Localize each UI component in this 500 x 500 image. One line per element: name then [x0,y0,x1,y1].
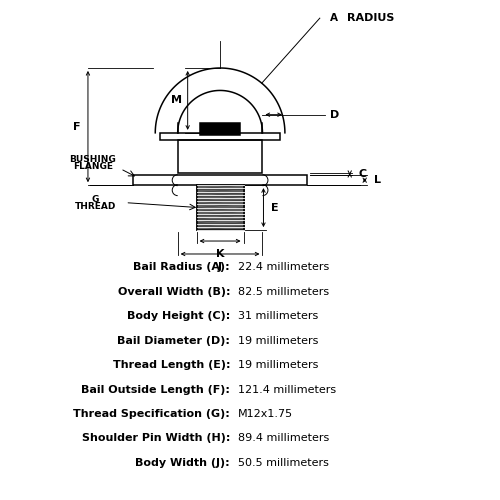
Text: 82.5 millimeters: 82.5 millimeters [238,287,328,297]
Text: E: E [271,202,278,212]
Text: Bail Radius (A):: Bail Radius (A): [134,262,230,272]
Text: FLANGE: FLANGE [73,162,113,170]
Text: Overall Width (B):: Overall Width (B): [118,287,230,297]
Text: M12x1.75: M12x1.75 [238,409,292,419]
Polygon shape [200,123,240,136]
Text: 121.4 millimeters: 121.4 millimeters [238,384,336,394]
Text: RADIUS: RADIUS [347,13,395,23]
Text: 50.5 millimeters: 50.5 millimeters [238,458,328,468]
Text: 19 millimeters: 19 millimeters [238,336,318,345]
Text: Thread Specification (G):: Thread Specification (G): [74,409,230,419]
Text: D: D [330,110,339,120]
Text: Body Height (C):: Body Height (C): [127,312,230,322]
Text: Body Width (J):: Body Width (J): [136,458,230,468]
Text: Shoulder Pin Width (H):: Shoulder Pin Width (H): [82,434,230,444]
Text: L: L [374,175,380,185]
Text: A: A [330,13,338,23]
Text: M: M [171,96,182,106]
Text: G: G [92,194,99,203]
Polygon shape [196,185,244,230]
Text: J: J [218,262,222,272]
Text: 31 millimeters: 31 millimeters [238,312,318,322]
Text: F: F [73,122,80,132]
Text: THREAD: THREAD [74,202,116,211]
Text: 89.4 millimeters: 89.4 millimeters [238,434,329,444]
Text: 19 millimeters: 19 millimeters [238,360,318,370]
Text: K: K [216,249,224,259]
Text: Thread Length (E):: Thread Length (E): [112,360,230,370]
Text: Bail Diameter (D):: Bail Diameter (D): [117,336,230,345]
Text: C: C [358,169,367,179]
Text: 22.4 millimeters: 22.4 millimeters [238,262,329,272]
Text: Bail Outside Length (F):: Bail Outside Length (F): [81,384,230,394]
Text: BUSHING: BUSHING [70,154,116,164]
